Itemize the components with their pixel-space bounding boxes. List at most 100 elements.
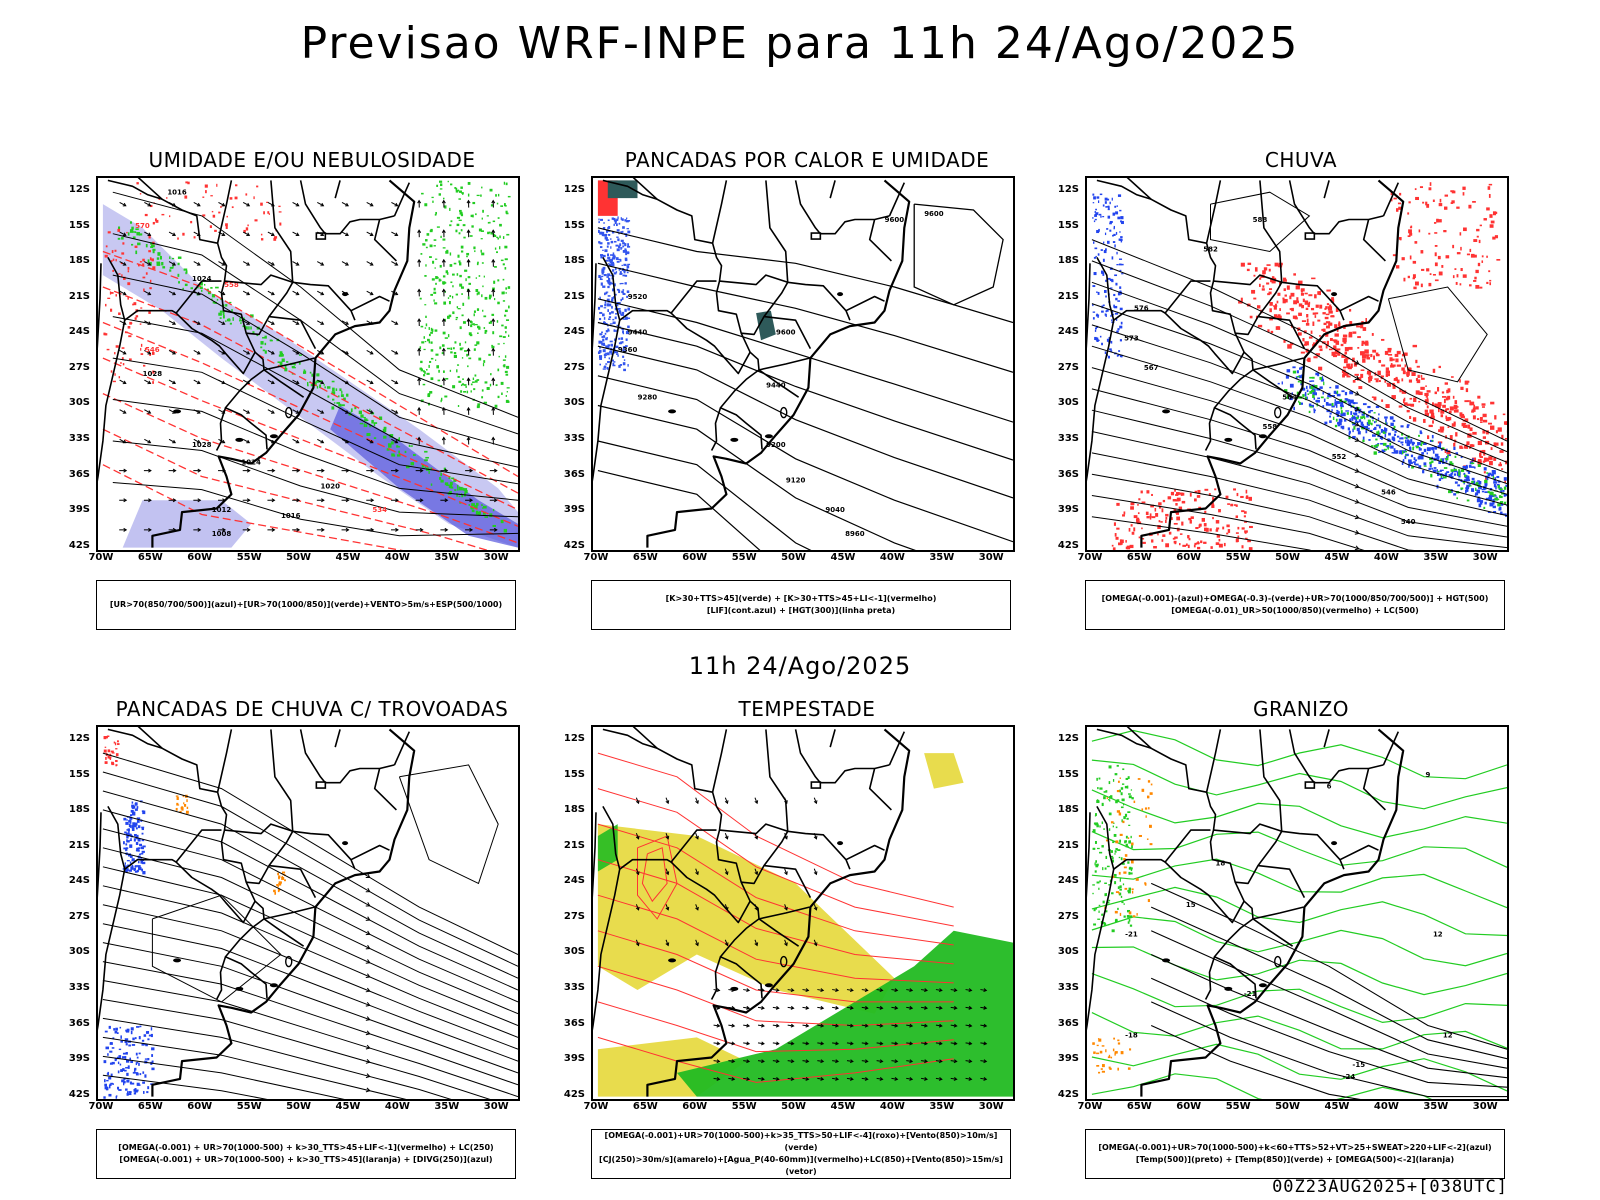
border-line (619, 829, 717, 870)
wind-vectors-strong (713, 988, 988, 1081)
contour-label: 546 (145, 346, 160, 354)
latitude-label: 39S (68, 1053, 90, 1065)
longitude-label: 65W (137, 1101, 163, 1112)
thickness-contour (102, 357, 518, 527)
furnas-lake (837, 841, 844, 846)
temperature-850-contour (1091, 789, 1507, 839)
border-line (758, 906, 810, 920)
border-line (124, 829, 222, 870)
coastline-borders (1087, 727, 1405, 1097)
federal-district (810, 232, 822, 240)
east-coastline (646, 728, 911, 1097)
legend-line: [UR>70(850/700/500)](azul)+[UR>70(1000/8… (109, 600, 503, 609)
coastline-borders (1087, 178, 1405, 548)
contour-label: 9600 (885, 216, 905, 224)
latitude-label: 33S (1057, 982, 1079, 993)
jet-stream (597, 824, 895, 1014)
longitude-label: 35W (1423, 1101, 1449, 1112)
latitude-label: 21S (68, 839, 90, 851)
contour-label: 9600 (924, 210, 944, 218)
border-line (1205, 180, 1222, 244)
border-line (829, 729, 836, 748)
border-line (845, 295, 885, 312)
latitude-label: 30S (1057, 946, 1079, 958)
border-line (1257, 864, 1306, 898)
border-line (175, 312, 256, 375)
border-line (719, 823, 788, 835)
rio-negro-lake (730, 986, 739, 991)
contour-label: 1016 (281, 512, 301, 520)
temperature-850-contour (1091, 946, 1507, 996)
border-line (215, 407, 227, 451)
panel-legend: [OMEGA(-0.001) + UR>70(1000-500) + k>30_… (96, 1129, 516, 1179)
west-coastline (98, 812, 102, 898)
border-line (593, 257, 621, 482)
latitude-label: 27S (563, 910, 585, 922)
latitude-label: 36S (68, 1017, 90, 1029)
streamline-850 (597, 823, 954, 946)
border-line (670, 861, 751, 924)
contour-label: 9 (1426, 771, 1431, 779)
latitude-label: 18S (68, 804, 90, 816)
lagoa-mirim (269, 983, 278, 988)
longitude-label: 65W (137, 552, 163, 563)
latitude-label: 36S (563, 468, 585, 480)
jet-stream-north (924, 753, 964, 789)
lagoa-mirim (1258, 983, 1267, 988)
latitude-label: 12S (1057, 733, 1079, 745)
border-line (246, 830, 294, 885)
latitude-label: 39S (563, 504, 585, 516)
latitude-label: 33S (563, 433, 585, 444)
border-line (1382, 182, 1400, 217)
latitude-label: 27S (68, 361, 90, 373)
border-line (393, 731, 411, 766)
orange-instability (175, 794, 189, 814)
temperature-850-contour (1091, 1043, 1507, 1092)
border-line (175, 861, 256, 924)
longitude-label: 35W (434, 552, 460, 563)
border-line (299, 180, 395, 235)
latitude-label: 27S (68, 910, 90, 922)
border-line (670, 312, 751, 375)
thickness-contour (102, 428, 489, 550)
humidity-south (122, 500, 252, 548)
federal-district (1304, 781, 1316, 789)
contour-label: 1016 (167, 189, 187, 197)
latitude-label: 39S (68, 504, 90, 516)
longitude-label: 40W (879, 1101, 905, 1112)
latitude-label: 24S (563, 875, 585, 887)
border-line (794, 180, 890, 235)
map-canvas (98, 727, 518, 1099)
latitude-label: 33S (563, 982, 585, 993)
border-line (268, 315, 317, 349)
border-line (1204, 956, 1216, 1000)
longitude-label: 70W (1077, 552, 1103, 563)
longitude-label: 40W (384, 1101, 410, 1112)
height-contour (597, 375, 1013, 543)
latitude-label: 18S (68, 255, 90, 267)
border-line (350, 295, 390, 312)
rio-negro-lake (730, 437, 739, 442)
border-line (1252, 918, 1294, 947)
latitude-label: 27S (563, 361, 585, 373)
contour-label: 1024 (192, 275, 212, 283)
federal-district (810, 781, 822, 789)
map-heat-showers: 9600 9520 9440 9360 9280 9200 9120 9040 8960 9600… (591, 176, 1015, 552)
west-coastline (98, 263, 102, 349)
closed-streamline (1387, 286, 1488, 383)
longitude-label: 55W (1225, 552, 1251, 563)
contour-label: 558 (1263, 423, 1278, 431)
omega-orange-south (1092, 1037, 1132, 1074)
border-line (1252, 906, 1304, 920)
humidity-band-dense (330, 405, 518, 548)
contour-label: 558 (224, 281, 239, 289)
latitude-label: 21S (563, 290, 585, 302)
mar-chiquita (173, 409, 182, 414)
longitude-label: 60W (1176, 552, 1202, 563)
border-line (758, 357, 810, 371)
contour-label: -21 (1244, 990, 1257, 998)
border-line (224, 274, 293, 286)
streamlines-500hpa (1091, 239, 1507, 550)
border-line (1204, 407, 1216, 451)
latitude-label: 12S (68, 733, 90, 745)
